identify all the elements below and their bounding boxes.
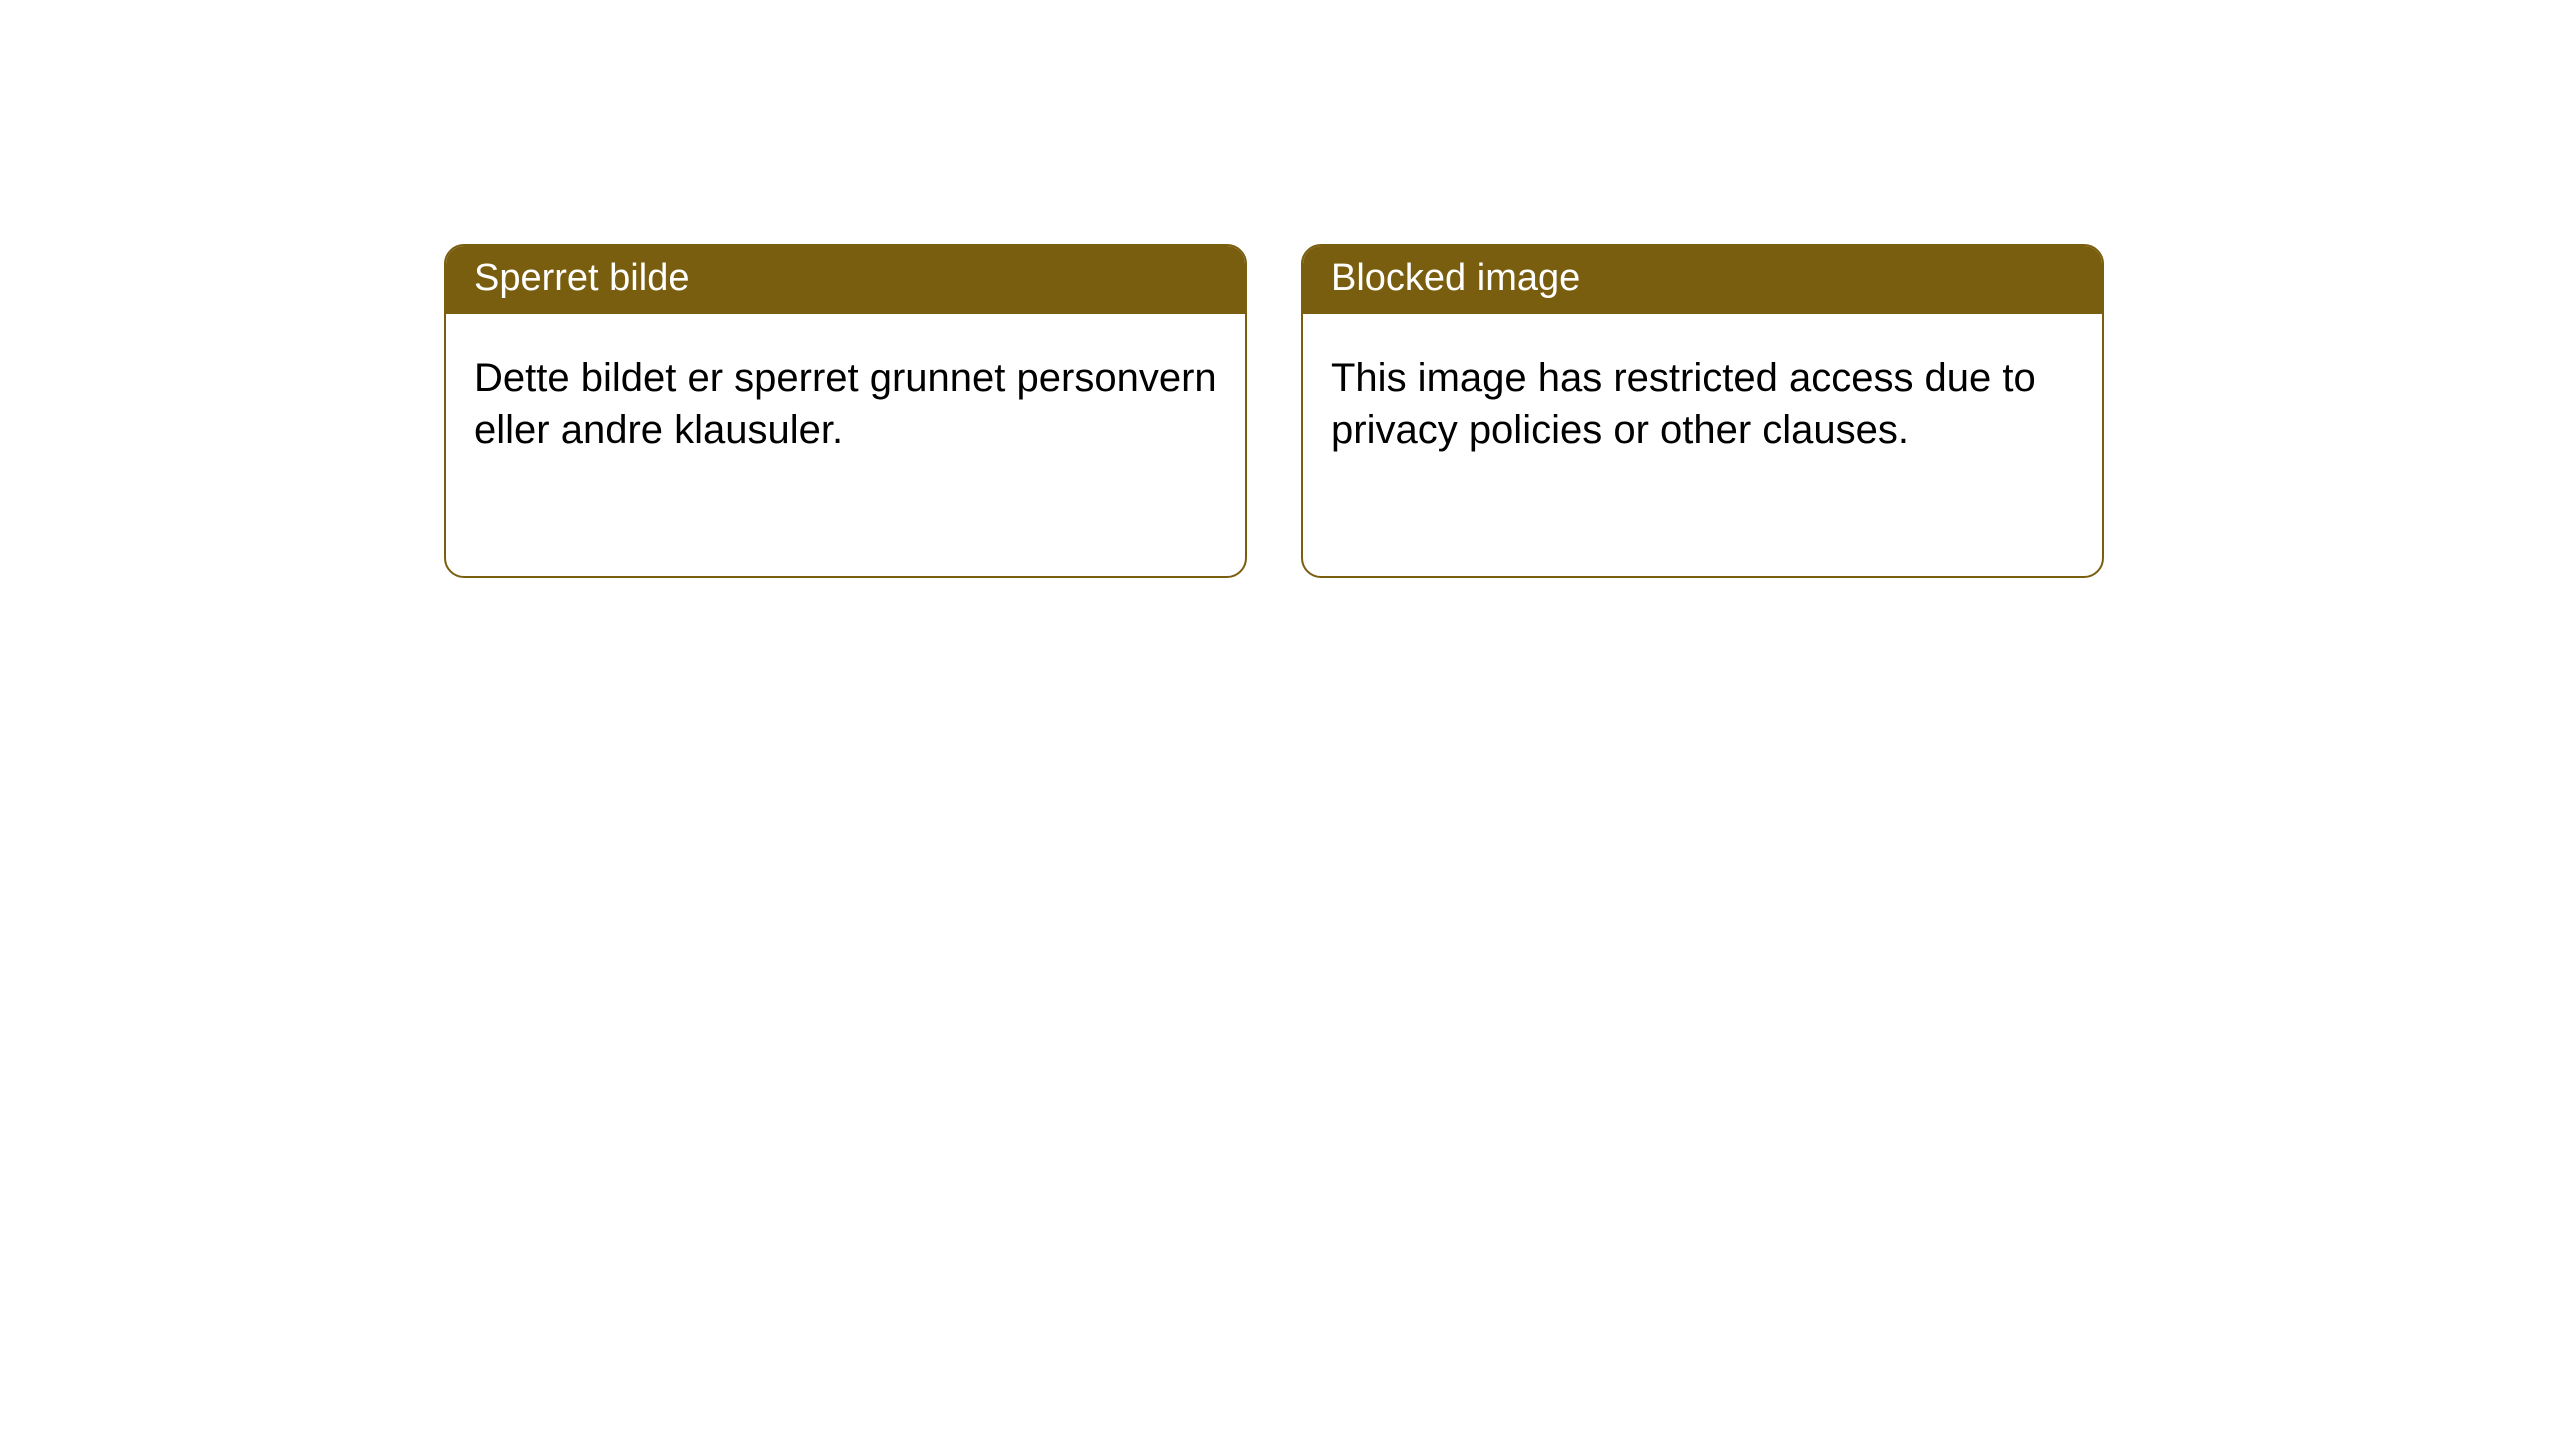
card-body: This image has restricted access due to … (1303, 314, 2102, 484)
card-body: Dette bildet er sperret grunnet personve… (446, 314, 1245, 484)
card-header: Blocked image (1303, 246, 2102, 314)
card-header: Sperret bilde (446, 246, 1245, 314)
blocked-image-card-en: Blocked image This image has restricted … (1301, 244, 2104, 578)
blocked-image-card-no: Sperret bilde Dette bildet er sperret gr… (444, 244, 1247, 578)
notice-container: Sperret bilde Dette bildet er sperret gr… (0, 0, 2560, 578)
